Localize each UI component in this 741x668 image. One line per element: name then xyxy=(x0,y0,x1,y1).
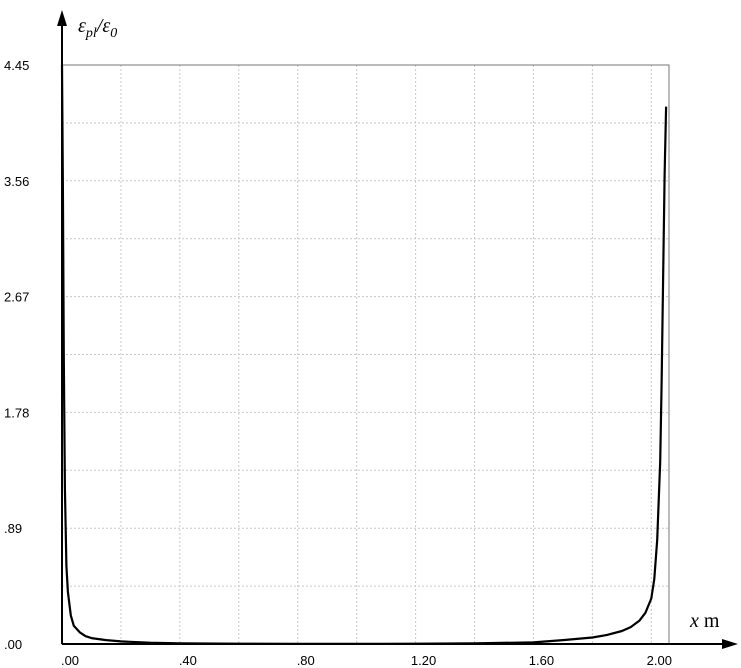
x-axis-label: x m xyxy=(689,610,720,632)
y-tick-label: 2.67 xyxy=(4,290,29,305)
x-tick-labels: .00 .40 .80 1.20 1.60 2.00 xyxy=(61,653,672,668)
x-tick-label: 1.60 xyxy=(529,653,554,668)
y-tick-label: 4.45 xyxy=(4,58,29,73)
x-tick-label: .80 xyxy=(297,653,315,668)
y-tick-labels: .00 .89 1.78 2.67 3.56 4.45 xyxy=(4,58,29,652)
y-tick-label: 3.56 xyxy=(4,174,29,189)
y-tick-label: .00 xyxy=(4,637,22,652)
x-tick-label: 2.00 xyxy=(647,653,672,668)
x-tick-label: .40 xyxy=(179,653,197,668)
x-tick-label: .00 xyxy=(61,653,79,668)
y-tick-label: .89 xyxy=(4,521,22,536)
x-tick-label: 1.20 xyxy=(411,653,436,668)
axes xyxy=(57,10,738,649)
y-axis-label: εpl/ε0 xyxy=(78,15,117,41)
y-axis-arrow xyxy=(57,10,67,26)
plot-frame xyxy=(61,64,670,645)
y-tick-label: 1.78 xyxy=(4,405,29,420)
grid xyxy=(62,65,669,644)
x-axis-arrow xyxy=(722,639,738,649)
